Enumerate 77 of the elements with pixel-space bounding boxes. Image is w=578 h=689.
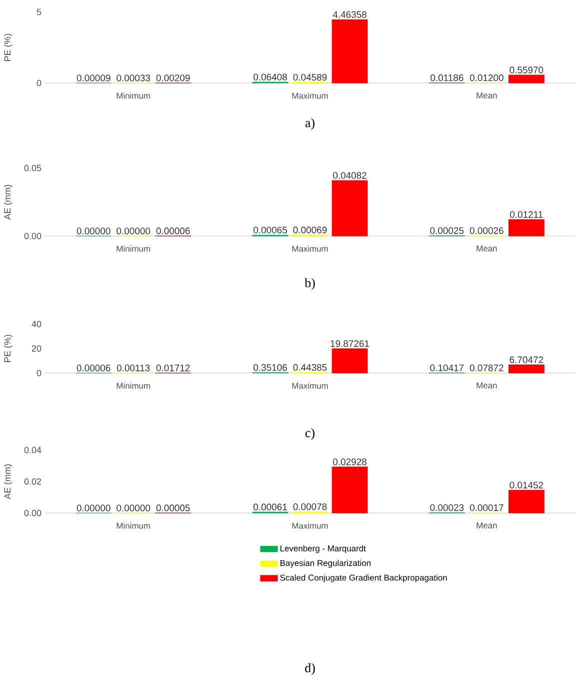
bar — [332, 466, 368, 514]
data-label: 0.00061 — [254, 504, 287, 510]
y-tick-label: 0.00 — [24, 232, 42, 240]
y-tick-label: 0.05 — [24, 164, 42, 172]
y-tick-label: 0.00 — [24, 510, 42, 516]
x-tick-label: Minimum — [116, 382, 150, 389]
y-tick-label: 0 — [36, 370, 42, 376]
y-axis-title: PE (%) — [4, 334, 12, 362]
data-label: 0.00009 — [76, 74, 110, 82]
y-tick-label: 5 — [36, 8, 42, 16]
x-tick-label: Minimum — [116, 92, 150, 99]
text: a) — [305, 118, 314, 130]
data-label: 0.04082 — [333, 172, 366, 179]
data-label: 0.55970 — [510, 66, 544, 74]
bar — [508, 219, 544, 236]
data-label: 0.35106 — [254, 364, 287, 371]
legend-label: Scaled Conjugate Gradient Backpropagation — [280, 574, 447, 582]
text: b) — [304, 278, 315, 290]
x-tick-label: Minimum — [116, 246, 150, 252]
data-label: 0.00026 — [470, 227, 504, 234]
x-tick-label: Maximum — [292, 522, 328, 529]
y-axis-title: AE (mm) — [4, 464, 12, 500]
data-label: 4.46358 — [332, 11, 366, 18]
y-tick-label: 20 — [32, 345, 42, 352]
bar — [332, 348, 368, 374]
y-tick-label: 40 — [32, 320, 42, 328]
data-label: 0.00000 — [76, 504, 110, 512]
legend-label: Levenberg - Marquardt — [280, 545, 366, 554]
y-tick-label: 0.02 — [24, 478, 42, 485]
x-tick-label: Maximum — [292, 92, 328, 99]
y-axis-title: AE (mm) — [4, 184, 12, 220]
y-axis-title: PE (%) — [4, 34, 12, 61]
x-tick-label: Minimum — [116, 522, 150, 529]
data-label: 6.70472 — [510, 356, 544, 364]
bar — [332, 180, 368, 236]
data-label: 0.00000 — [116, 228, 150, 234]
data-label: 0.00065 — [254, 226, 287, 234]
x-tick-label: Mean — [476, 522, 497, 528]
data-label: 0.00209 — [156, 74, 190, 82]
data-label: 0.06408 — [254, 74, 287, 80]
x-tick-label: Mean — [476, 382, 497, 388]
data-label: 0.00000 — [116, 504, 150, 512]
bar — [508, 490, 544, 514]
x-tick-label: Mean — [476, 246, 497, 252]
data-label: 0.01452 — [510, 482, 544, 488]
data-label: 0.00025 — [430, 227, 464, 234]
data-label: 0.00069 — [293, 226, 327, 234]
x-tick-label: Maximum — [292, 382, 328, 389]
data-label: 0.44385 — [293, 364, 327, 371]
data-label: 0.00033 — [116, 74, 150, 82]
data-label: 0.04589 — [293, 74, 327, 81]
data-label: 0.01200 — [470, 74, 504, 82]
text: c) — [305, 428, 314, 440]
data-label: 0.00017 — [470, 504, 504, 512]
data-label: 0.01186 — [430, 74, 464, 82]
data-label: 0.01211 — [510, 211, 543, 218]
data-label: 0.00006 — [156, 228, 190, 234]
legend-label: Bayesian Regularization — [280, 560, 371, 568]
bar — [332, 19, 368, 84]
bar — [508, 364, 544, 374]
data-label: 0.00000 — [76, 228, 110, 234]
data-label: 19.87261 — [330, 340, 370, 347]
data-label: 0.00023 — [430, 504, 464, 511]
data-label: 0.07872 — [470, 364, 504, 372]
data-label: 0.02928 — [333, 458, 366, 466]
x-tick-label: Maximum — [292, 246, 328, 252]
data-label: 0.00006 — [76, 364, 110, 372]
x-tick-label: Mean — [476, 92, 497, 98]
bar — [508, 74, 544, 84]
data-label: 0.00078 — [293, 503, 327, 510]
data-label: 0.00113 — [116, 364, 150, 372]
text: d) — [305, 663, 315, 675]
y-tick-label: 0 — [36, 80, 42, 86]
data-label: 0.10417 — [430, 364, 464, 372]
y-tick-label: 0.04 — [24, 446, 42, 454]
data-label: 0.00005 — [156, 504, 190, 512]
data-label: 0.01712 — [156, 364, 190, 372]
